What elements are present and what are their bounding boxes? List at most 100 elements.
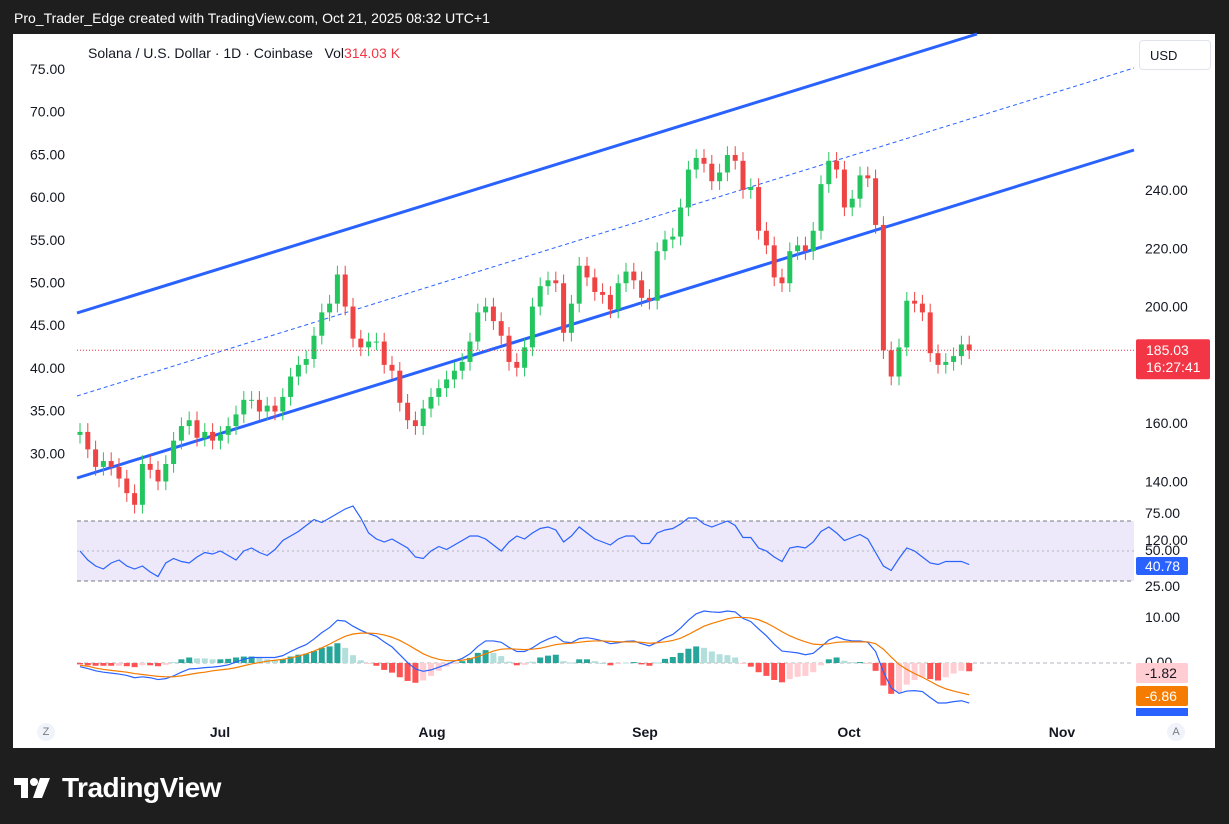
macd-histogram-bar [506, 661, 512, 663]
candle-body [303, 359, 309, 365]
candle-body [420, 408, 426, 427]
macd-histogram-bar [654, 662, 661, 664]
candle-body [194, 420, 200, 438]
candle-body [748, 187, 754, 190]
candle-body [857, 175, 863, 199]
candle-body [927, 312, 933, 354]
macd-histogram-bar [576, 659, 583, 663]
candle-body [537, 286, 543, 307]
macd-histogram-bar [903, 663, 910, 685]
candle-body [685, 169, 691, 208]
candle-body [834, 160, 840, 170]
left-axis-tick-label: 70.00 [30, 104, 65, 120]
left-axis-tick-label: 75.00 [30, 61, 65, 77]
chart-caption: Pro_Trader_Edge created with TradingView… [14, 10, 490, 26]
candle-body [951, 356, 957, 362]
left-axis-tick-label: 50.00 [30, 275, 65, 291]
macd-histogram-bar [279, 659, 286, 663]
candle-body [444, 379, 450, 389]
macd-histogram-bar [810, 663, 817, 673]
macd-histogram-bar [272, 660, 278, 663]
macd-histogram-bar [373, 663, 380, 666]
zoom-reset-button[interactable]: Z [37, 723, 55, 741]
candle-body [873, 178, 879, 225]
macd-histogram-bar [716, 654, 723, 663]
candle-body [756, 187, 762, 231]
candle-body [358, 338, 364, 348]
macd-histogram-bar [84, 663, 91, 666]
macd-histogram-bar [732, 657, 739, 663]
macd-histogram-bar [529, 661, 536, 663]
candle-body [225, 426, 231, 435]
candle-body [506, 335, 512, 362]
macd-histogram-bar [623, 662, 629, 664]
macd-histogram-bar [584, 659, 590, 663]
candle-body [490, 306, 496, 322]
candle-body [763, 230, 769, 246]
candle-body [615, 283, 621, 310]
candle-body [366, 341, 372, 348]
candle-body [327, 303, 333, 313]
macd-histogram-bar [350, 655, 356, 663]
macd-histogram-bar [100, 663, 107, 666]
macd-histogram-bar [451, 663, 458, 664]
chart-panel[interactable] [13, 34, 1215, 748]
right-axis-tick-label: 140.00 [1145, 473, 1188, 489]
macd-histogram-bar [693, 646, 700, 663]
macd-histogram-bar [833, 657, 840, 663]
symbol-label[interactable]: Solana / U.S. Dollar · 1D · Coinbase [88, 45, 313, 61]
macd-histogram-bar [139, 663, 146, 666]
macd-histogram-bar [498, 656, 505, 663]
candle-body [85, 431, 91, 450]
macd-histogram-bar [638, 663, 645, 665]
candle-body [373, 341, 379, 343]
candle-body [288, 376, 294, 397]
candle-body [381, 341, 387, 365]
macd-histogram-bar [607, 663, 614, 666]
macd-histogram-bar [459, 661, 466, 663]
candle-body [475, 312, 481, 342]
macd-histogram-bar [318, 647, 325, 663]
candle-body [256, 399, 262, 412]
macd-histogram-bar [919, 663, 926, 678]
candle-body [272, 405, 278, 412]
candle-body [171, 440, 177, 464]
candle-body [108, 461, 114, 467]
macd-histogram-bar [552, 654, 559, 663]
macd-histogram-bar [677, 652, 684, 663]
chart-legend: Solana / U.S. Dollar · 1D · Coinbase Vol… [88, 45, 400, 61]
macd-histogram-bar [849, 662, 856, 664]
candle-body [943, 361, 949, 365]
candle-body [818, 184, 824, 231]
left-axis-tick-label: 55.00 [30, 232, 65, 248]
candle-body [802, 245, 808, 252]
rsi-value-label: 40.78 [1145, 558, 1180, 574]
macd-histogram-bar [108, 663, 115, 666]
x-axis-tick-label: Oct [837, 724, 861, 740]
candle-body [178, 426, 184, 441]
candle-body [319, 312, 325, 336]
candle-body [202, 431, 208, 438]
macd-histogram-bar [864, 663, 871, 664]
left-axis-tick-label: 40.00 [30, 360, 65, 376]
macd-tick-label: 10.00 [1145, 609, 1180, 625]
candle-body [958, 344, 964, 357]
candle-body [522, 347, 528, 368]
right-axis-tick-label: 240.00 [1145, 182, 1188, 198]
currency-button[interactable]: USD [1139, 40, 1211, 70]
macd-histogram-bar [724, 655, 731, 663]
macd-histogram-bar [334, 643, 341, 663]
candle-body [701, 157, 707, 164]
macd-histogram-bar [958, 663, 965, 671]
candle-body [334, 274, 340, 304]
macd-histogram-bar [482, 650, 489, 663]
macd-histogram-bar [389, 663, 395, 673]
macd-histogram-bar [201, 658, 208, 663]
macd-histogram-bar [521, 663, 528, 665]
auto-scale-button[interactable]: A [1167, 723, 1185, 741]
macd-histogram-bar [178, 659, 185, 663]
left-axis-tick-label: 35.00 [30, 403, 65, 419]
candle-body [919, 303, 925, 313]
macd-histogram-bar [927, 663, 934, 680]
